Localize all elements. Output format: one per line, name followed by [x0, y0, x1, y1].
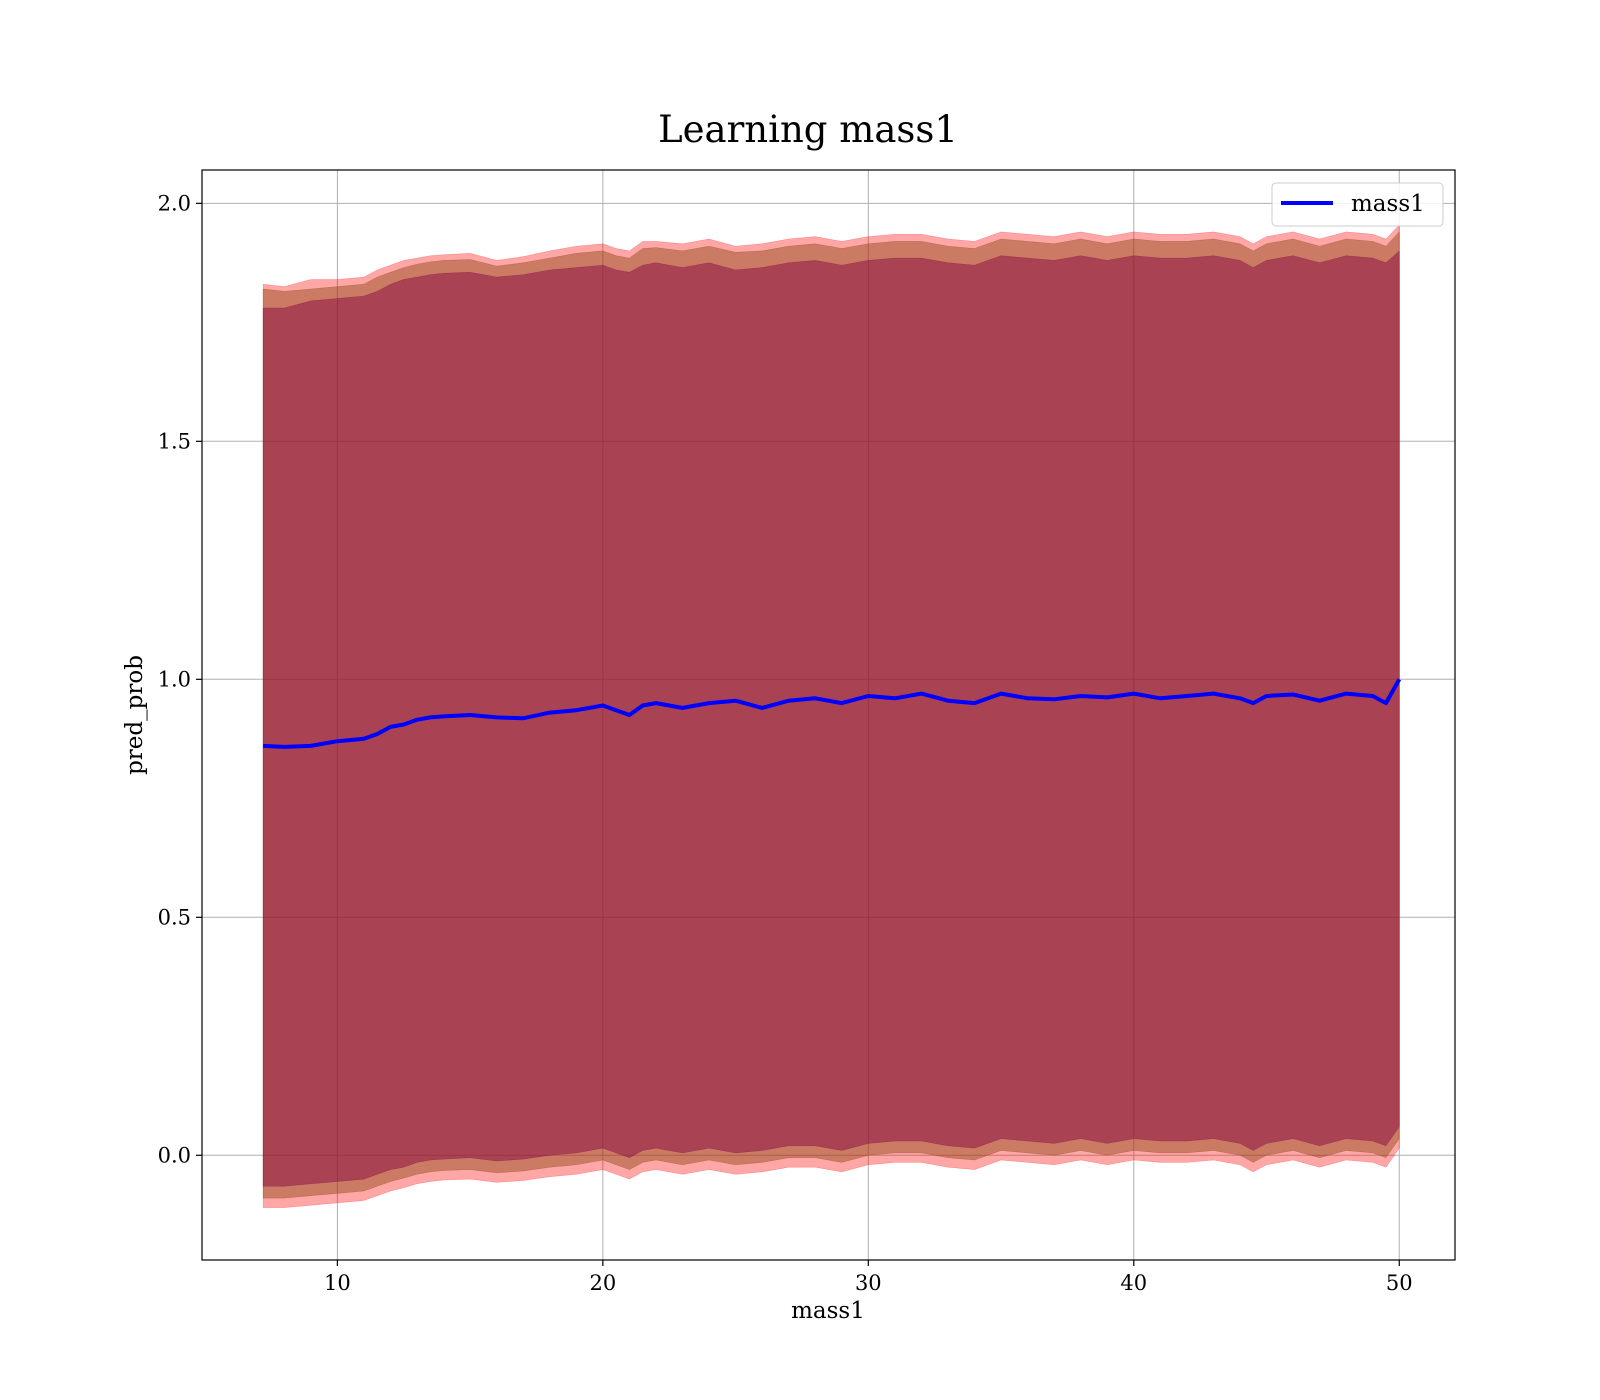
series-line-mass1	[263, 678, 1402, 749]
legend-label-mass1: mass1	[1351, 191, 1425, 217]
band-layer	[262, 224, 1400, 1208]
y-axis-label: pred_prob	[122, 655, 148, 775]
line-layer	[263, 678, 1402, 749]
axes-frame	[201, 169, 1456, 1261]
middle-band	[262, 231, 1400, 1199]
tick-layer: 10 20 30 40 50 0.0 0.5 1.0 1.5 2.0	[158, 191, 1413, 1295]
y-tick-label: 1.0	[158, 667, 191, 691]
x-tick-label: 40	[1120, 1271, 1147, 1295]
y-tick-label: 1.5	[158, 429, 191, 453]
x-axis-label: mass1	[791, 1298, 865, 1324]
inner-band	[262, 250, 1400, 1187]
y-tick-label: 0.5	[158, 905, 191, 929]
legend: mass1	[1271, 182, 1444, 227]
y-tick-label: 0.0	[158, 1143, 191, 1167]
legend-box	[1271, 182, 1444, 227]
chart-title: Learning mass1	[658, 108, 958, 151]
x-tick-label: 30	[855, 1271, 882, 1295]
x-tick-label: 20	[589, 1271, 616, 1295]
x-tick-label: 10	[324, 1271, 351, 1295]
x-tick-label: 50	[1386, 1271, 1413, 1295]
y-tick-label: 2.0	[158, 191, 191, 215]
outer-band	[262, 224, 1400, 1208]
grid-layer	[202, 170, 1455, 1260]
